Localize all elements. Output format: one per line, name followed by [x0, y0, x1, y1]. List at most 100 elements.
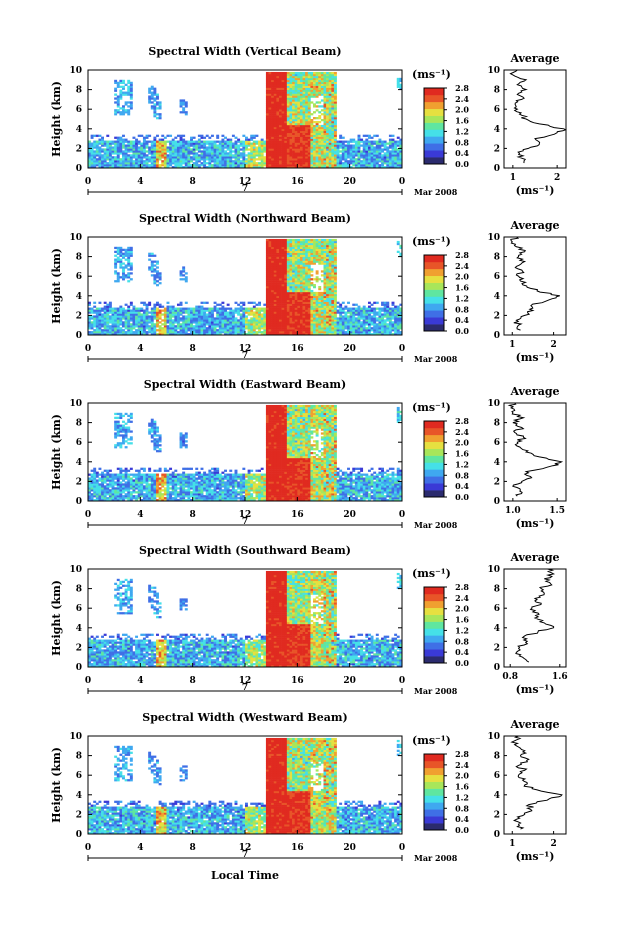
heatmap-cell [119, 136, 123, 139]
heatmap-cell [373, 154, 377, 157]
heatmap-cell [137, 166, 141, 169]
heatmap-cell [347, 144, 350, 147]
heatmap-cell [273, 95, 277, 98]
heatmap-cell [315, 117, 319, 120]
heatmap-cell [103, 164, 107, 167]
heatmap-cell [245, 333, 248, 336]
heatmap-cell [318, 132, 322, 135]
heatmap-cell [260, 162, 264, 165]
heatmap-cell [224, 158, 227, 161]
heatmap-cell [205, 327, 209, 330]
heatmap-cell [281, 154, 285, 157]
heatmap-cell [237, 144, 241, 147]
heatmap-cell [273, 136, 277, 139]
heatmap-cell [292, 333, 296, 336]
heatmap-cell [292, 120, 296, 124]
heatmap-cell [370, 142, 374, 145]
heatmap-cell [315, 244, 319, 248]
heatmap-cell [284, 242, 288, 246]
heatmap-cell [284, 272, 288, 275]
heatmap-cell [176, 148, 180, 151]
heatmap-cell [292, 85, 296, 88]
profile-y-tick-label: 4 [494, 125, 500, 135]
heatmap-cell [129, 160, 133, 163]
heatmap-cell [213, 319, 217, 322]
heatmap-cell [224, 156, 227, 159]
heatmap-cell [169, 309, 173, 312]
heatmap-cell [294, 264, 298, 267]
heatmap-cell [383, 158, 387, 161]
heatmap-cell [292, 321, 296, 324]
heatmap-cell [268, 120, 272, 124]
heatmap-cell [265, 268, 269, 271]
heatmap-cell [129, 311, 133, 314]
heatmap-cell [234, 333, 238, 336]
heatmap-cell [344, 154, 348, 157]
heatmap-cell [352, 148, 356, 151]
heatmap-cell [242, 166, 246, 169]
heatmap-cell [279, 321, 282, 324]
heatmap-cell [122, 254, 125, 257]
heatmap-cell [302, 284, 306, 287]
heatmap-cell [148, 91, 152, 94]
heatmap-cell [197, 321, 201, 324]
heatmap-cell [242, 164, 246, 167]
heatmap-cell [148, 321, 152, 324]
heatmap-cell [284, 99, 288, 102]
heatmap-cell [396, 162, 400, 165]
heatmap-cell [391, 134, 395, 137]
heatmap-cell [101, 138, 104, 141]
heatmap-cell [268, 111, 272, 114]
heatmap-cell [310, 120, 314, 124]
heatmap-cell [122, 248, 125, 252]
heatmap-cell [271, 158, 275, 161]
heatmap-cell [318, 287, 322, 291]
heatmap-cell [111, 140, 115, 143]
heatmap-cell [221, 142, 225, 145]
heatmap-cell [297, 109, 301, 112]
heatmap-cell [268, 238, 272, 242]
heatmap-cell [108, 331, 112, 334]
heatmap-cell [119, 164, 123, 167]
heatmap-cell [279, 240, 282, 244]
heatmap-cell [226, 162, 230, 165]
heatmap-cell [378, 150, 382, 153]
heatmap-cell [268, 152, 272, 155]
heatmap-cell [271, 268, 275, 271]
heatmap-cell [187, 321, 191, 324]
heatmap-cell [145, 321, 149, 324]
heatmap-cell [305, 282, 309, 285]
heatmap-cell [197, 148, 201, 151]
heatmap-cell [271, 272, 275, 275]
heatmap-cell [299, 329, 303, 332]
heatmap-cell [318, 146, 322, 149]
heatmap-cell [231, 134, 235, 137]
heatmap-cell [378, 142, 382, 145]
heatmap-cell [156, 95, 159, 98]
heatmap-cell [318, 156, 322, 159]
heatmap-cell [135, 148, 139, 151]
heatmap-cell [210, 315, 214, 318]
heatmap-cell [289, 77, 293, 81]
heatmap-cell [250, 134, 254, 137]
heatmap-cell [114, 97, 118, 100]
heatmap-cell [171, 150, 175, 153]
heatmap-cell [114, 166, 118, 169]
heatmap-cell [171, 148, 175, 151]
heatmap-cell [174, 331, 178, 334]
heatmap-cell [153, 270, 157, 273]
heatmap-cell [221, 315, 225, 318]
heatmap-cell [142, 136, 146, 139]
heatmap-cell [370, 162, 374, 165]
heatmap-cell [313, 321, 316, 324]
heatmap-cell [294, 258, 298, 261]
heatmap-cell [169, 333, 173, 336]
heatmap-cell [284, 107, 288, 110]
heatmap-cell [203, 158, 207, 161]
heatmap-cell [313, 81, 316, 85]
heatmap-cell [265, 148, 269, 151]
heatmap-cell [166, 325, 170, 328]
heatmap-cell [292, 73, 296, 77]
heatmap-cell [166, 301, 170, 304]
heatmap-cell [237, 138, 241, 141]
